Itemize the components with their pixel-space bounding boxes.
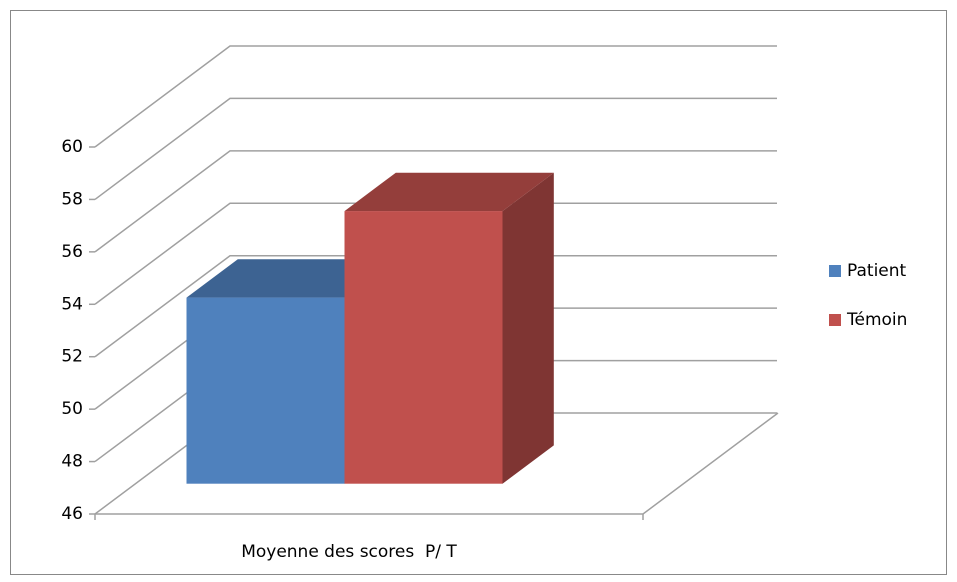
legend-swatch [829, 314, 841, 326]
bar-side [502, 172, 554, 484]
y-tick-label: 46 [61, 504, 83, 524]
bar-top [186, 259, 396, 298]
x-tick-label: Moyenne des scores P/ T [241, 542, 457, 562]
grid-line [94, 150, 777, 253]
y-tick-label: 54 [61, 294, 83, 314]
grid-line [94, 254, 777, 358]
y-tick-label: 60 [61, 137, 83, 157]
y-tick-label: 50 [61, 399, 83, 419]
y-tick-label: 48 [61, 452, 83, 472]
y-tick-label: 58 [61, 189, 83, 209]
grid-line [94, 45, 777, 148]
grid-line [94, 97, 777, 201]
bar [186, 297, 345, 484]
grid-line [94, 202, 777, 305]
bar-top [344, 172, 554, 212]
y-tick-label: 52 [61, 347, 83, 367]
bar [344, 211, 503, 484]
y-tick-label: 56 [61, 242, 83, 262]
legend-swatch [829, 265, 841, 277]
legend-label: Patient [847, 261, 907, 281]
legend-label: Témoin [846, 310, 907, 330]
